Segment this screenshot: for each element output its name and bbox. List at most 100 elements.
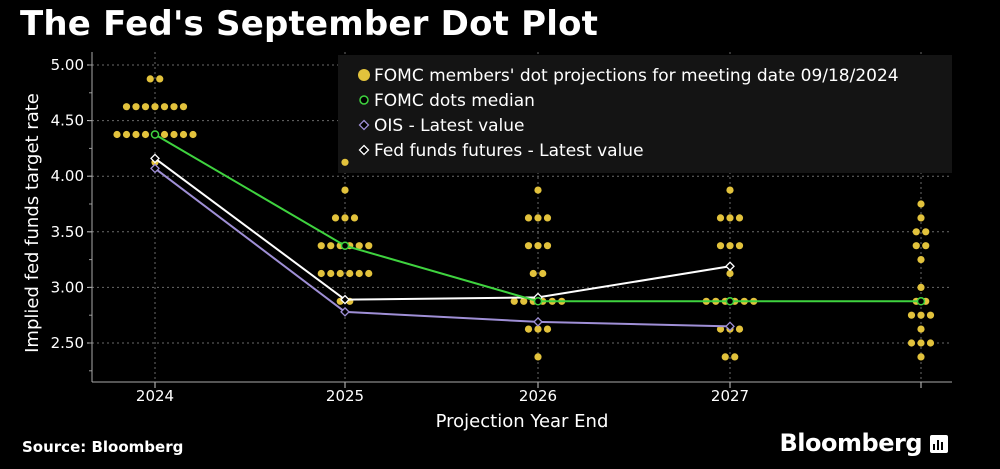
- x-axis-title: Projection Year End: [436, 411, 609, 432]
- legend-marker-dots: [358, 69, 370, 81]
- dot-projection: [141, 103, 150, 111]
- legend-label: OIS - Latest value: [374, 116, 525, 136]
- dot-projection: [726, 214, 734, 222]
- dot-projection: [926, 311, 935, 319]
- dot-projection: [317, 242, 325, 250]
- legend-label: Fed funds futures - Latest value: [374, 141, 644, 161]
- dot-projection: [534, 325, 542, 333]
- dot-projection: [917, 214, 925, 222]
- dot-projection: [122, 130, 131, 139]
- dot-projection: [726, 242, 734, 250]
- bloomberg-logo: Bloomberg: [779, 429, 923, 457]
- y-axis-title: Implied fed funds target rate: [22, 93, 43, 353]
- dot-projection: [917, 200, 925, 208]
- legend-label: FOMC members' dot projections for meetin…: [374, 66, 899, 86]
- dot-projection: [716, 325, 725, 333]
- dot-projection: [160, 130, 169, 139]
- dot-projection: [917, 311, 925, 319]
- dot-projection: [917, 339, 925, 347]
- dot-projection: [917, 283, 925, 291]
- dot-projection: [189, 130, 197, 139]
- ois-marker: [150, 163, 160, 174]
- dot-projection: [365, 269, 373, 278]
- median-marker: [916, 297, 926, 306]
- legend-box: [338, 55, 952, 173]
- axes: 2.50 3.00 3.50 4.00 4.50 5.00 2024 2025 2026 2027…: [22, 52, 952, 432]
- dot-projection: [543, 325, 552, 333]
- dot-projection: [160, 103, 169, 111]
- legend-marker-median: [359, 95, 369, 105]
- futures-line: [154, 157, 731, 301]
- dot-projection: [151, 103, 159, 111]
- futures-marker: [150, 153, 160, 164]
- dot-projection: [907, 339, 916, 347]
- dot-projection: [716, 214, 725, 222]
- dot-projection: [731, 353, 739, 361]
- legend-background: [338, 55, 952, 173]
- dot-projection: [331, 214, 340, 222]
- dot-projection: [543, 214, 552, 222]
- dot-projection: [156, 75, 164, 83]
- dot-projection: [907, 311, 916, 319]
- dot-projection: [327, 269, 335, 278]
- bar-chart-icon: [930, 435, 948, 453]
- dot-projection: [539, 269, 547, 278]
- legend-marker-futures: [358, 144, 370, 156]
- dot-projection: [524, 214, 533, 222]
- dot-projection: [132, 130, 140, 139]
- dot-projection: [721, 353, 729, 361]
- y-tick-label: 3.50: [51, 223, 84, 241]
- y-tick-label: 4.00: [51, 167, 84, 185]
- x-tick-label: 2024: [136, 387, 174, 405]
- dot-projection: [355, 242, 363, 250]
- dot-projection: [122, 103, 131, 111]
- futures-marker: [340, 294, 350, 305]
- median-marker: [150, 130, 160, 139]
- dot-projection: [520, 297, 528, 305]
- dot-projection: [524, 242, 533, 250]
- y-tick-label: 3.00: [51, 278, 84, 296]
- dot-projection: [534, 353, 542, 361]
- legend-marker-ois: [358, 119, 370, 131]
- dot-projection: [113, 130, 121, 139]
- dot-projection: [510, 297, 518, 305]
- dot-projection: [341, 158, 349, 166]
- dot-projection: [735, 325, 744, 333]
- dot-projection: [735, 242, 744, 250]
- dot-projection: [917, 325, 925, 333]
- dot-projection: [327, 242, 335, 250]
- dot-projection: [141, 130, 150, 139]
- dot-projection: [912, 242, 920, 250]
- y-tick-label: 2.50: [51, 334, 84, 352]
- dot-projection: [179, 103, 188, 111]
- source-note: Source: Bloomberg: [22, 438, 184, 456]
- legend: FOMC members' dot projections for meetin…: [358, 66, 899, 161]
- dot-projection: [346, 269, 354, 278]
- dot-projection: [365, 242, 373, 250]
- legend-label: FOMC dots median: [374, 91, 535, 111]
- dot-projection: [543, 242, 552, 250]
- median-marker: [725, 297, 735, 306]
- dot-projection: [716, 242, 725, 250]
- x-tick-label: 2025: [326, 387, 364, 405]
- dot-projection: [146, 75, 154, 83]
- ois-marker: [340, 306, 350, 317]
- x-tick-label: 2027: [711, 387, 749, 405]
- dot-projection: [341, 186, 349, 194]
- dot-projection: [317, 269, 325, 278]
- dot-projection: [926, 339, 935, 347]
- dot-projection: [179, 130, 188, 139]
- dot-projection: [170, 130, 178, 139]
- dot-projection: [726, 186, 734, 194]
- dot-projection: [170, 103, 178, 111]
- dot-projection: [336, 269, 344, 278]
- dot-projection: [132, 103, 140, 111]
- dot-projection: [355, 269, 363, 278]
- dot-projection: [922, 228, 930, 236]
- x-tick-label: 2026: [519, 387, 557, 405]
- chart-title: The Fed's September Dot Plot: [20, 4, 599, 44]
- dot-projection: [735, 214, 744, 222]
- median-marker: [533, 297, 543, 306]
- dot-projection: [341, 214, 349, 222]
